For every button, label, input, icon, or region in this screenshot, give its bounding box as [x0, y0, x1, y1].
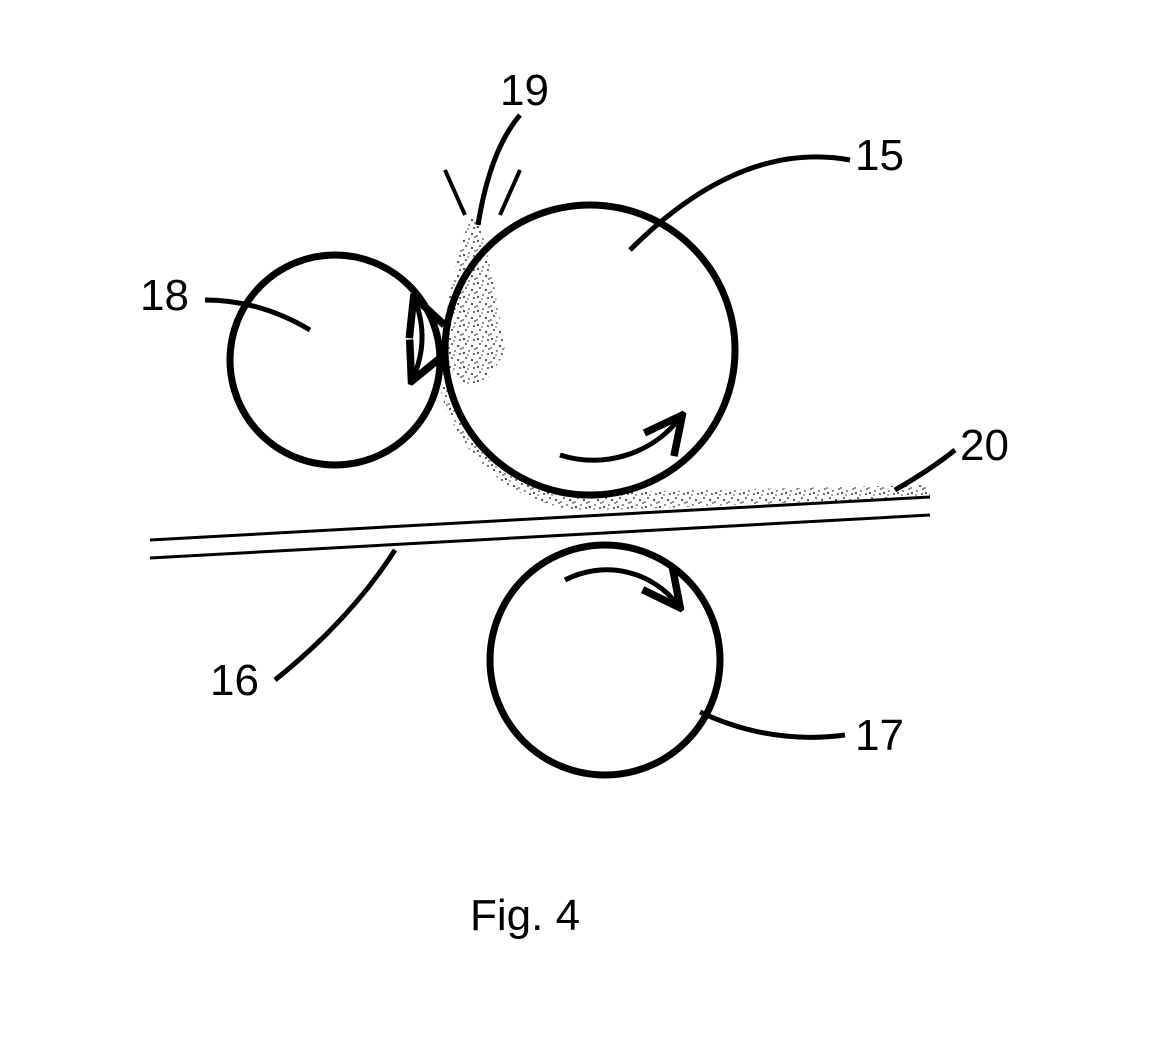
label-18: 18	[140, 271, 189, 320]
pool-tick-left	[445, 170, 465, 215]
leader-19	[478, 115, 520, 225]
label-17: 17	[855, 711, 904, 760]
label-15: 15	[855, 131, 904, 180]
leader-15	[630, 157, 850, 250]
label-16: 16	[210, 656, 259, 705]
label-19: 19	[500, 66, 549, 115]
leader-20	[895, 450, 955, 490]
web-line-bottom	[150, 515, 930, 558]
web-line-top	[150, 497, 930, 540]
pool-tick-right	[500, 170, 520, 215]
coating-film	[438, 370, 930, 511]
figure-svg: 15 17 18 19 20 16 Fig. 4	[0, 0, 1162, 1046]
roller-17	[490, 545, 720, 775]
roller-18	[230, 255, 440, 465]
leader-17	[700, 712, 845, 737]
rotation-arrow-15	[560, 418, 680, 460]
leader-16	[275, 550, 395, 680]
figure-caption: Fig. 4	[470, 891, 580, 940]
label-20: 20	[960, 421, 1009, 470]
